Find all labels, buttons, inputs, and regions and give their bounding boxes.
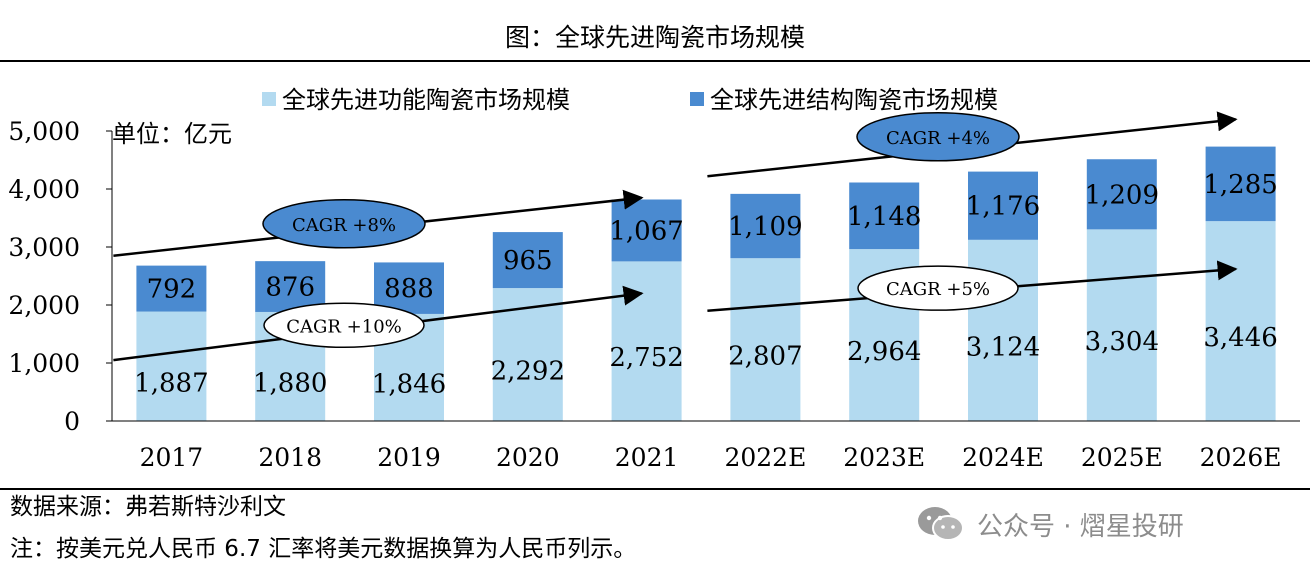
data-label-functional: 2,292: [491, 357, 565, 387]
x-tick-label: 2017: [140, 443, 204, 472]
cagr-label: CAGR +10%: [286, 316, 402, 337]
data-source: 数据来源：弗若斯特沙利文: [10, 494, 286, 520]
data-label-structural: 1,067: [609, 216, 683, 246]
x-tick-label: 2020: [496, 443, 560, 472]
data-label-structural: 965: [503, 246, 553, 276]
data-label-functional: 1,846: [372, 369, 446, 399]
data-label-functional: 1,887: [134, 368, 208, 398]
data-label-structural: 1,176: [966, 192, 1040, 222]
x-tick-label: 2024E: [962, 443, 1044, 472]
bar-functional: [1205, 221, 1276, 421]
legend-label-2: 全球先进结构陶瓷市场规模: [710, 86, 998, 114]
cagr-label: CAGR +5%: [886, 279, 990, 300]
x-tick-label: 2018: [258, 443, 322, 472]
data-label-functional: 3,124: [966, 332, 1040, 362]
x-tick-label: 2025E: [1081, 443, 1163, 472]
data-label-structural: 888: [384, 274, 434, 304]
watermark: 公众号 · 熠星投研: [915, 504, 1275, 544]
data-label-structural: 1,285: [1203, 170, 1277, 200]
footer-divider: [0, 488, 1310, 490]
data-label-functional: 3,304: [1085, 327, 1159, 357]
cagr-label: CAGR +4%: [886, 128, 990, 149]
cagr-ellipse: [262, 199, 426, 249]
bar-functional: [968, 239, 1038, 421]
data-label-functional: 3,446: [1203, 323, 1277, 353]
data-label-structural: 1,148: [847, 202, 921, 232]
bar-functional: [611, 261, 682, 421]
watermark-text: 公众号 · 熠星投研: [977, 511, 1184, 542]
data-label-structural: 1,209: [1085, 180, 1159, 210]
bar-structural: [730, 193, 801, 259]
bar-functional: [1086, 229, 1157, 421]
unit-label: 单位：亿元: [112, 120, 232, 148]
cagr-annotations: CAGR +8% CAGR +10% CAGR +4% CAGR +5%: [113, 111, 1238, 362]
bar-structural: [849, 182, 920, 250]
legend-label-1: 全球先进功能陶瓷市场规模: [282, 86, 570, 114]
cagr-label: CAGR +8%: [292, 215, 396, 236]
wechat-icon: [918, 507, 964, 541]
bar-structural: [1205, 146, 1276, 222]
bar-structural: [968, 171, 1038, 240]
data-label-functional: 2,964: [847, 337, 921, 367]
chart-title: 图：全球先进陶瓷市场规模: [504, 23, 805, 52]
bar-functional: [136, 311, 207, 421]
y-tick-label: 5,000: [8, 117, 80, 146]
cagr-ellipse: [857, 265, 1019, 311]
x-tick-label: 2021: [615, 443, 679, 472]
bar-structural: [492, 232, 563, 289]
y-tick-label: 2,000: [8, 291, 80, 320]
legend-swatch-2: [690, 92, 704, 106]
data-label-structural: 1,109: [728, 212, 802, 242]
y-axis: 0 1,000 2,000 3,000 4,000 5,000 单位：亿元: [8, 117, 232, 436]
data-label-functional: 2,807: [728, 342, 802, 372]
data-label-functional: 2,752: [609, 343, 683, 373]
bar-series: 1,887 792 1,880 876 1,846 888 2,292 965 2,752 1,0…: [134, 146, 1278, 421]
x-tick-label: 2022E: [724, 443, 806, 472]
bar-structural: [255, 261, 326, 312]
chart-legend: 全球先进功能陶瓷市场规模 全球先进结构陶瓷市场规模: [262, 86, 998, 114]
x-axis: 2017 2018 2019 2020 2021 2022E 2023E 2024E 2025E…: [112, 420, 1300, 472]
data-label-functional: 1,880: [253, 368, 327, 398]
title-divider: [0, 60, 1310, 62]
x-tick-label: 2019: [377, 443, 441, 472]
y-tick-label: 1,000: [8, 349, 80, 378]
footnote: 注：按美元兑人民币 6.7 汇率将美元数据换算为人民币列示。: [10, 536, 637, 562]
y-tick-label: 3,000: [8, 233, 80, 262]
data-label-structural: 792: [147, 275, 197, 305]
x-tick-label: 2023E: [843, 443, 925, 472]
bar-functional: [730, 258, 801, 421]
bar-structural: [1086, 159, 1157, 230]
data-label-structural: 876: [265, 273, 315, 303]
legend-swatch-1: [262, 92, 276, 106]
stacked-bar-chart: 全球先进功能陶瓷市场规模 全球先进结构陶瓷市场规模 0 1,000 2,000 3,00…: [8, 86, 1300, 472]
y-tick-label: 0: [64, 407, 80, 436]
bar-structural: [136, 265, 207, 312]
cagr-ellipse: [856, 112, 1020, 162]
cagr-ellipse: [263, 302, 425, 349]
bar-structural: [374, 262, 444, 314]
bar-structural: [611, 199, 682, 262]
x-tick-label: 2026E: [1200, 443, 1282, 472]
y-tick-label: 4,000: [8, 175, 80, 204]
